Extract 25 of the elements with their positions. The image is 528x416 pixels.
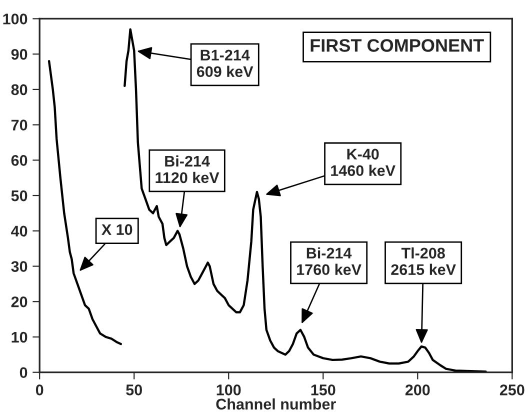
x-axis-title: Channel number [216, 398, 336, 410]
y-tick-label: 30 [11, 261, 28, 272]
annotation: K-40 1460 keV [331, 148, 396, 176]
y-tick-label: 60 [11, 155, 28, 166]
annotation: FIRST COMPONENT [310, 39, 484, 52]
annotation: Bi-214 1760 keV [297, 247, 362, 276]
x-tick-label: 250 [500, 384, 524, 396]
y-tick-label: 80 [11, 84, 28, 96]
y-tick-label: 0 [20, 367, 28, 378]
annotation: Tl-208 2615 keV [391, 247, 456, 276]
y-tick-label: 90 [11, 48, 28, 60]
y-tick-label: 10 [12, 332, 28, 343]
x-tick-label: 150 [311, 384, 336, 396]
x-tick-label: 100 [216, 384, 241, 396]
y-tick-label: 20 [11, 296, 28, 308]
x-tick-label: 50 [126, 384, 142, 396]
y-tick-label: 70 [11, 120, 28, 130]
y-tick-label: 100 [3, 14, 28, 24]
y-tick-label: 40 [11, 226, 28, 237]
x-tick-label: 200 [405, 384, 430, 396]
x-tick-label: 0 [36, 384, 44, 396]
annotation: X 10 [102, 224, 132, 235]
annotation: Bi-214 1120 keV [156, 155, 220, 184]
annotation: B1-214 609 keV [196, 50, 254, 78]
y-tick-label: 50 [11, 190, 28, 202]
